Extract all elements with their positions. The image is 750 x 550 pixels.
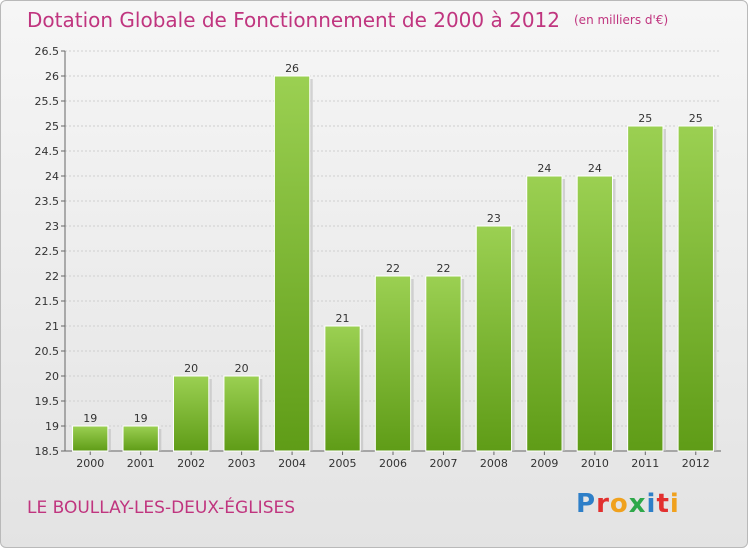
logo-letter: t xyxy=(656,489,670,519)
bar-value-label: 19 xyxy=(134,412,148,425)
bars xyxy=(72,75,717,452)
bar-value-label: 25 xyxy=(689,112,703,125)
bar xyxy=(122,425,159,452)
bar-value-label: 24 xyxy=(588,162,602,175)
bar-value-label: 25 xyxy=(638,112,652,125)
x-tick-label: 2008 xyxy=(480,457,508,470)
bar-value-label: 20 xyxy=(235,362,249,375)
commune-name: LE BOULLAY-LES-DEUX-ÉGLISES xyxy=(27,498,296,518)
x-tick-label: 2002 xyxy=(177,457,205,470)
bar xyxy=(526,175,563,452)
y-tick-label: 22 xyxy=(45,270,59,283)
y-tick-label: 18.5 xyxy=(35,445,60,458)
title-text: Dotation Globale de Fonctionnement de 20… xyxy=(27,8,560,32)
x-tick-label: 2009 xyxy=(530,457,558,470)
y-tick-label: 23 xyxy=(45,220,59,233)
bar xyxy=(677,125,714,452)
x-tick-label: 2010 xyxy=(581,457,609,470)
logo-letter: o xyxy=(609,489,629,519)
bar-value-label: 22 xyxy=(386,262,400,275)
bar-value-label: 24 xyxy=(537,162,551,175)
x-tick-label: 2004 xyxy=(278,457,306,470)
labels: 18.5 19 19.5 20 20.5 21 21.5 22 22.5 23 23.5 24 24.5… xyxy=(35,45,710,470)
bar xyxy=(223,375,260,452)
bar xyxy=(576,175,614,452)
y-tick-label: 24 xyxy=(45,170,59,183)
y-tick-label: 26.5 xyxy=(35,45,60,58)
bar xyxy=(324,325,361,452)
logo-letter: r xyxy=(596,489,610,519)
x-tick-label: 2012 xyxy=(682,457,710,470)
y-tick-label: 19.5 xyxy=(35,395,60,408)
bar xyxy=(72,425,109,452)
bar xyxy=(425,275,462,452)
y-tick-label: 22.5 xyxy=(35,245,60,258)
y-tick-label: 25 xyxy=(45,120,59,133)
y-tick-label: 20 xyxy=(45,370,59,383)
bar xyxy=(374,275,412,452)
logo-letter: i xyxy=(669,489,680,519)
x-tick-label: 2007 xyxy=(429,457,457,470)
y-tick-label: 23.5 xyxy=(35,195,60,208)
y-tick-label: 19 xyxy=(45,420,59,433)
x-tick-label: 2005 xyxy=(329,457,357,470)
y-tick-label: 21.5 xyxy=(35,295,60,308)
x-tick-label: 2003 xyxy=(228,457,256,470)
y-tick-label: 24.5 xyxy=(35,145,60,158)
x-tick-label: 2000 xyxy=(76,457,104,470)
bar xyxy=(627,125,664,452)
y-tick-label: 21 xyxy=(45,320,59,333)
logo-letter: P xyxy=(576,489,597,519)
bar-value-label: 21 xyxy=(336,312,350,325)
logo-letter: i xyxy=(646,489,657,519)
y-tick-label: 25.5 xyxy=(35,95,60,108)
bar xyxy=(475,225,513,452)
bar xyxy=(172,375,210,452)
bar-value-label: 22 xyxy=(436,262,450,275)
bar-value-label: 19 xyxy=(83,412,97,425)
proxiti-logo: Proxiti xyxy=(576,489,680,519)
bar-value-label: 20 xyxy=(184,362,198,375)
y-tick-label: 20.5 xyxy=(35,345,60,358)
bar xyxy=(273,75,311,452)
x-tick-label: 2011 xyxy=(631,457,659,470)
chart-title: Dotation Globale de Fonctionnement de 20… xyxy=(27,8,668,32)
bar-value-label: 26 xyxy=(285,62,299,75)
logo-letter: x xyxy=(628,489,647,519)
x-tick-label: 2001 xyxy=(127,457,155,470)
x-tick-label: 2006 xyxy=(379,457,407,470)
bar-value-label: 23 xyxy=(487,212,501,225)
unit-label: (en milliers d'€) xyxy=(574,13,669,27)
y-tick-label: 26 xyxy=(45,70,59,83)
